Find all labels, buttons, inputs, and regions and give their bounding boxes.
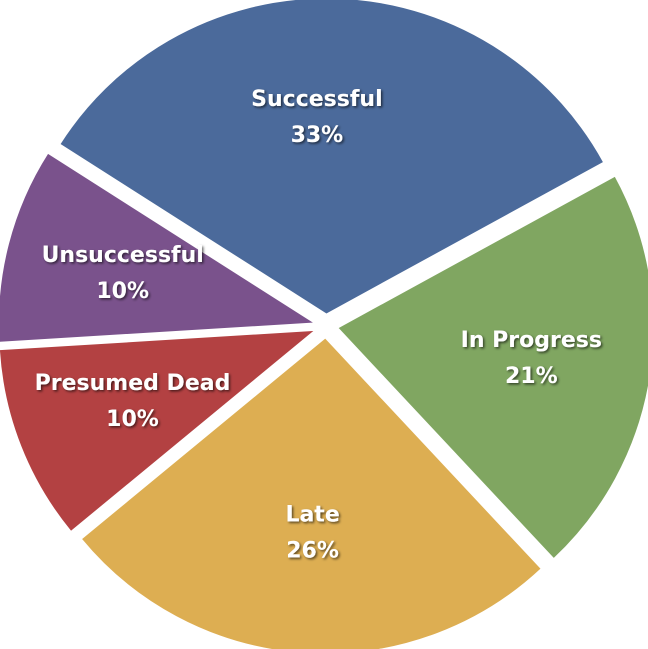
slice-label: Successful (251, 87, 382, 112)
labels-layer: Successful 33% In Progress 21% Late 26% Presum… (35, 87, 602, 563)
slice-label: Late (285, 503, 339, 528)
pie-slice-unsuccessful (0, 152, 316, 343)
slice-label-group: Presumed Dead 10% (35, 371, 231, 432)
slice-value-label: 26% (286, 539, 339, 564)
slice-value-label: 33% (291, 123, 344, 148)
slice-value-label: 10% (96, 279, 149, 304)
slice-label-group: Successful 33% (251, 87, 382, 148)
pie-slice-presumed-dead (0, 329, 317, 533)
slice-value-label: 21% (505, 364, 558, 389)
slice-label-group: Late 26% (285, 503, 339, 564)
pie-slice-late (80, 337, 542, 649)
slice-label: Presumed Dead (35, 371, 231, 396)
pie-slice-successful (59, 0, 605, 315)
slice-label-group: Unsuccessful 10% (42, 243, 204, 304)
slice-value-label: 10% (106, 407, 159, 432)
pie-slice-in-progress (337, 175, 648, 560)
slice-label-group: In Progress 21% (461, 328, 602, 389)
slice-label: In Progress (461, 328, 602, 353)
slice-label: Unsuccessful (42, 243, 204, 268)
